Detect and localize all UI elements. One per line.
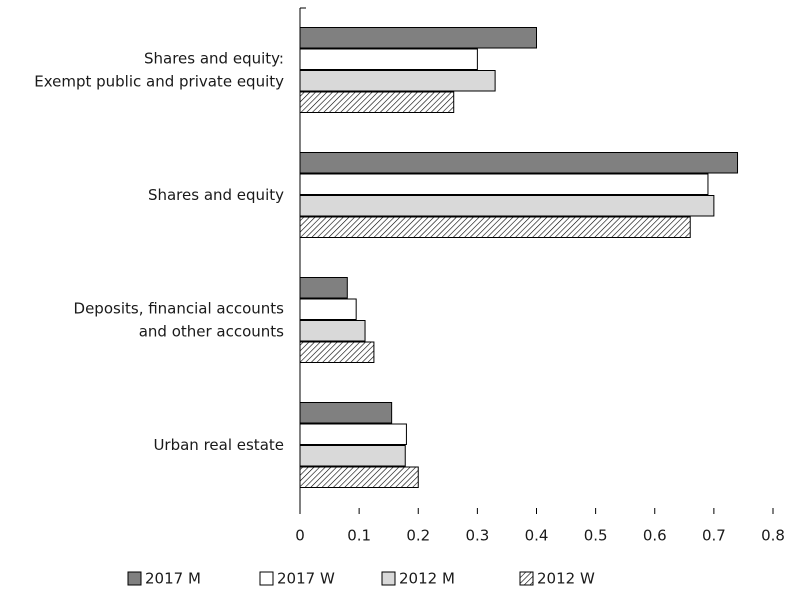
y-tick-label: and other accounts bbox=[139, 323, 284, 341]
bar bbox=[299, 152, 739, 174]
bar bbox=[299, 70, 496, 92]
y-tick-label: Shares and equity: bbox=[144, 50, 284, 68]
x-tick-label: 0.2 bbox=[406, 527, 430, 545]
bar bbox=[299, 48, 478, 70]
y-tick-label: Urban real estate bbox=[153, 436, 284, 454]
bar bbox=[299, 423, 407, 445]
bar bbox=[299, 402, 393, 424]
bar bbox=[299, 173, 709, 195]
legend-swatch bbox=[381, 571, 396, 586]
legend-label: 2012 W bbox=[537, 570, 595, 588]
bar bbox=[299, 320, 366, 342]
x-tick-label: 0.6 bbox=[643, 527, 667, 545]
x-tick-label: 0.4 bbox=[525, 527, 549, 545]
bar bbox=[299, 466, 419, 488]
x-tick-label: 0.8 bbox=[761, 527, 785, 545]
y-tick-label: Exempt public and private equity bbox=[34, 73, 284, 91]
bar bbox=[299, 298, 357, 320]
x-tick-label: 0.5 bbox=[584, 527, 608, 545]
bar bbox=[299, 195, 715, 217]
bar bbox=[299, 341, 375, 363]
x-tick-label: 0.7 bbox=[702, 527, 726, 545]
bar bbox=[299, 91, 455, 113]
legend-swatch bbox=[519, 571, 534, 586]
legend-label: 2017 M bbox=[145, 570, 201, 588]
bar bbox=[299, 277, 348, 299]
legend-swatch bbox=[127, 571, 142, 586]
bar bbox=[299, 27, 537, 49]
bar bbox=[299, 216, 691, 238]
bar bbox=[299, 445, 406, 467]
x-tick-label: 0 bbox=[295, 527, 305, 545]
y-tick-label: Deposits, financial accounts bbox=[74, 300, 285, 318]
x-tick-label: 0.3 bbox=[465, 527, 489, 545]
y-tick-label: Shares and equity bbox=[148, 186, 284, 204]
legend-swatch bbox=[259, 571, 274, 586]
legend-label: 2012 M bbox=[399, 570, 455, 588]
legend-label: 2017 W bbox=[277, 570, 335, 588]
x-tick-label: 0.1 bbox=[347, 527, 371, 545]
